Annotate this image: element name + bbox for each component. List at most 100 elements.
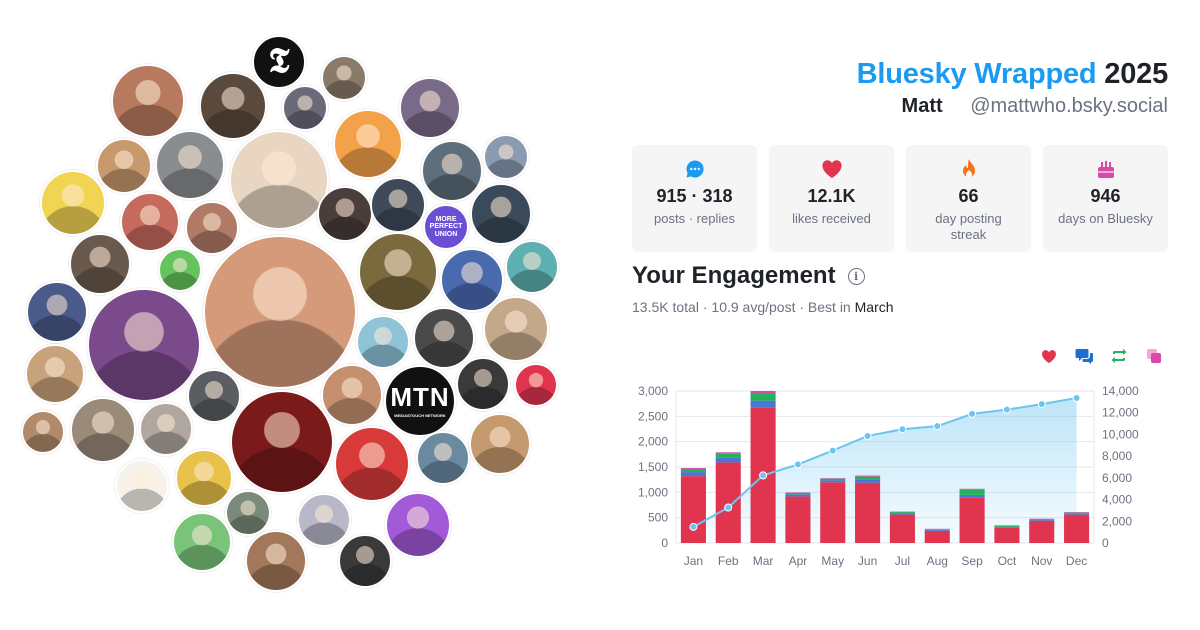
bar-segment — [1064, 514, 1090, 543]
avatar — [203, 235, 357, 389]
avatar — [158, 248, 202, 292]
y-right-tick-label: 8,000 — [1102, 449, 1132, 463]
info-icon[interactable]: i — [847, 267, 865, 285]
mpu-logo-text: MORE PERFECT UNION — [429, 215, 463, 238]
avatar — [172, 512, 232, 572]
heart-icon[interactable] — [1040, 347, 1058, 365]
avatar — [69, 233, 131, 295]
x-tick-label: May — [821, 554, 844, 568]
y-right-tick-label: 4,000 — [1102, 493, 1132, 507]
x-tick-label: Jan — [684, 554, 703, 568]
avatar — [334, 426, 410, 502]
bar-segment — [680, 476, 706, 543]
avatar — [111, 64, 185, 138]
bar-segment — [959, 494, 985, 498]
stat-label: day posting streak — [935, 211, 1002, 242]
avatar — [399, 77, 461, 139]
x-tick-label: Sep — [961, 554, 983, 568]
cumulative-point — [898, 425, 907, 434]
y-right-tick-label: 14,000 — [1102, 384, 1139, 398]
bar-segment — [959, 497, 985, 543]
avatar — [297, 493, 351, 547]
y-right-tick-label: 10,000 — [1102, 427, 1139, 441]
nyt-logo-icon: 𝕿 — [268, 41, 290, 82]
stat-days-on-bluesky: 946 days on Bluesky — [1043, 145, 1168, 252]
y-right-tick-label: 2,000 — [1102, 514, 1132, 528]
avatar — [370, 177, 426, 233]
avatar — [456, 357, 510, 411]
bar-segment — [680, 468, 706, 470]
cumulative-point — [759, 471, 768, 480]
avatar — [321, 55, 367, 101]
bar-segment — [889, 514, 915, 543]
bar-segment — [1029, 520, 1055, 543]
bar-segment — [820, 480, 846, 483]
y-right-tick-label: 12,000 — [1102, 406, 1139, 420]
bar-segment — [994, 525, 1020, 527]
repost-icon[interactable] — [1110, 347, 1128, 365]
avatar — [483, 134, 529, 180]
bar-segment — [855, 482, 881, 543]
bar-segment — [1064, 513, 1090, 515]
bar-segment — [959, 489, 985, 495]
bar-segment — [750, 393, 776, 401]
x-tick-label: Dec — [1066, 554, 1087, 568]
bar-segment — [785, 492, 811, 493]
stat-posting-streak: 66 day posting streak — [906, 145, 1031, 252]
avatar — [187, 369, 241, 423]
bar-segment — [785, 494, 811, 497]
mtn-logo-subtext: MEIDASTOUCH NETWORK — [394, 412, 446, 418]
bar-segment — [820, 478, 846, 481]
cumulative-point — [1037, 400, 1046, 409]
x-tick-label: Apr — [789, 554, 808, 568]
chart-legend — [1040, 347, 1163, 365]
user-name: Matt — [901, 95, 943, 117]
bar-segment — [820, 478, 846, 479]
y-left-tick-label: 3,000 — [638, 384, 668, 398]
cumulative-point — [968, 409, 977, 418]
mtn-logo-text: MTN — [390, 382, 450, 413]
avatar — [421, 140, 483, 202]
cumulative-point — [1072, 393, 1081, 402]
avatar — [385, 492, 451, 558]
x-tick-label: Mar — [753, 554, 774, 568]
title-brand: Bluesky Wrapped — [856, 58, 1097, 90]
avatar — [120, 192, 180, 252]
bar-segment — [855, 479, 881, 483]
avatar — [185, 201, 239, 255]
engagement-total: 13.5K — [632, 299, 669, 315]
cumulative-point — [828, 446, 837, 455]
reply-icon[interactable] — [1075, 347, 1093, 365]
engagement-best-prefix: Best in — [807, 299, 851, 315]
avatar — [413, 307, 475, 369]
engagement-title: Your Engagement i — [632, 262, 865, 290]
bar-segment — [1064, 512, 1090, 513]
avatar — [96, 138, 152, 194]
y-right-tick-label: 6,000 — [1102, 471, 1132, 485]
bar-segment — [889, 511, 915, 513]
bar-segment — [924, 530, 950, 543]
x-tick-label: Jul — [895, 554, 910, 568]
bar-segment — [924, 529, 950, 530]
x-tick-label: Jun — [858, 554, 877, 568]
bar-segment — [924, 529, 950, 531]
bar-segment — [750, 400, 776, 408]
stat-posts-replies: 915 · 318 posts · replies — [632, 145, 757, 252]
flame-icon — [906, 158, 1031, 180]
bar-segment — [994, 527, 1020, 543]
bar-segment — [680, 469, 706, 473]
avatar — [282, 85, 328, 131]
cake-icon — [1043, 158, 1168, 180]
bar-segment — [820, 482, 846, 543]
cumulative-point — [863, 431, 872, 440]
y-left-tick-label: 2,500 — [638, 409, 668, 423]
avatar — [356, 315, 410, 369]
bar-segment — [1029, 518, 1055, 520]
quote-icon[interactable] — [1145, 347, 1163, 365]
stat-label: posts · replies — [654, 211, 735, 226]
bar-segment — [1064, 512, 1090, 514]
avatar — [199, 72, 267, 140]
cumulative-point — [793, 460, 802, 469]
stat-value: 12.1K — [807, 186, 856, 206]
x-tick-label: Nov — [1031, 554, 1052, 568]
